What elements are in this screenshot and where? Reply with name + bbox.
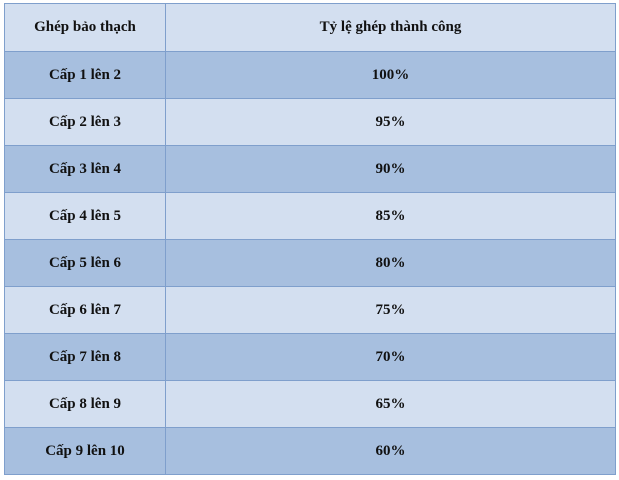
rate-cell: 100% — [165, 51, 616, 99]
level-cell: Cấp 5 lên 6 — [4, 239, 166, 287]
rate-cell: 75% — [165, 286, 616, 334]
success-rate-table: Ghép bảo thạch Tỷ lệ ghép thành công Cấp… — [4, 3, 616, 475]
level-cell: Cấp 6 lên 7 — [4, 286, 166, 334]
level-cell: Cấp 9 lên 10 — [4, 427, 166, 475]
rate-cell: 80% — [165, 239, 616, 287]
level-cell: Cấp 4 lên 5 — [4, 192, 166, 240]
rate-cell: 90% — [165, 145, 616, 193]
table-row: Cấp 9 lên 10 60% — [4, 427, 616, 475]
rate-cell: 95% — [165, 98, 616, 146]
rate-cell: 85% — [165, 192, 616, 240]
level-cell: Cấp 3 lên 4 — [4, 145, 166, 193]
table-row: Cấp 1 lên 2 100% — [4, 51, 616, 99]
header-row: Ghép bảo thạch Tỷ lệ ghép thành công — [4, 3, 616, 52]
level-cell: Cấp 1 lên 2 — [4, 51, 166, 99]
header-cell: Tỷ lệ ghép thành công — [165, 3, 616, 52]
level-cell: Cấp 8 lên 9 — [4, 380, 166, 428]
table-row: Cấp 4 lên 5 85% — [4, 192, 616, 240]
level-cell: Cấp 7 lên 8 — [4, 333, 166, 381]
table-row: Cấp 8 lên 9 65% — [4, 380, 616, 428]
table-row: Cấp 5 lên 6 80% — [4, 239, 616, 287]
table-row: Cấp 2 lên 3 95% — [4, 98, 616, 146]
table-row: Cấp 6 lên 7 75% — [4, 286, 616, 334]
rate-cell: 60% — [165, 427, 616, 475]
rate-cell: 70% — [165, 333, 616, 381]
rate-cell: 65% — [165, 380, 616, 428]
header-cell: Ghép bảo thạch — [4, 3, 166, 52]
table-row: Cấp 7 lên 8 70% — [4, 333, 616, 381]
table-row: Cấp 3 lên 4 90% — [4, 145, 616, 193]
level-cell: Cấp 2 lên 3 — [4, 98, 166, 146]
